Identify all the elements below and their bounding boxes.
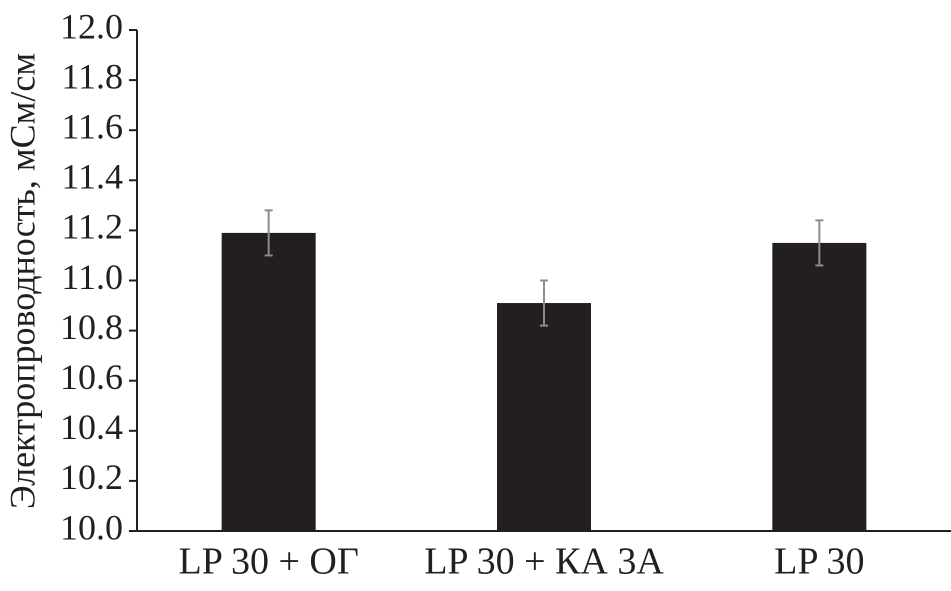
y-tick-label: 10.8	[60, 307, 123, 347]
error-bar	[540, 279, 548, 327]
y-axis-label: Электропроводность, мСм/см	[2, 53, 42, 509]
x-tick-label: LP 30	[774, 541, 864, 583]
bar	[497, 303, 591, 531]
y-tick-label: 10.2	[60, 457, 123, 497]
y-tick-label: 11.0	[61, 257, 123, 297]
error-bar	[264, 209, 273, 257]
bar	[772, 242, 867, 532]
y-tick-label: 10.0	[60, 507, 123, 547]
y-tick-label: 10.4	[60, 407, 123, 447]
error-bar	[815, 219, 824, 267]
x-tick-label: LP 30 + КА 3А	[424, 541, 664, 583]
y-tick-label: 11.6	[61, 106, 123, 146]
x-tick-label: LP 30 + ОГ	[179, 541, 359, 583]
y-tick-label: 11.2	[61, 207, 123, 247]
y-tick-label: 11.4	[61, 157, 123, 197]
y-tick-label: 12.0	[60, 6, 123, 46]
y-tick-label: 11.8	[61, 56, 123, 96]
bar	[221, 232, 316, 531]
y-tick-label: 10.6	[60, 357, 123, 397]
